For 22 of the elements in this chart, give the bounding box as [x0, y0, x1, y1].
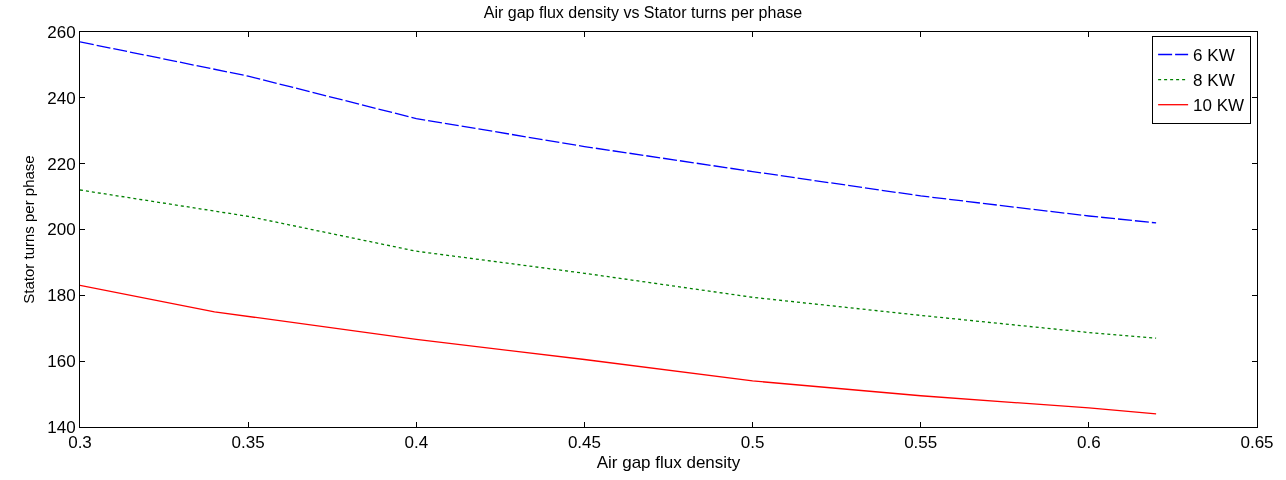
y-tick-label: 180: [47, 286, 76, 306]
x-tick-label: 0.35: [231, 433, 265, 453]
y-tick-label: 200: [47, 220, 76, 240]
x-tick-label: 0.5: [740, 433, 765, 453]
chart-title: Air gap flux density vs Stator turns per phase: [483, 4, 803, 22]
line-series: [80, 284, 1157, 415]
x-axis-title: Air gap flux density: [596, 452, 741, 472]
x-tick-label: 0.65: [1240, 433, 1274, 453]
x-tick-label: 0.6: [1077, 433, 1101, 453]
x-tick-label: 0.4: [404, 433, 429, 453]
y-tick-label: 260: [47, 22, 76, 42]
y-tick-label: 160: [47, 352, 76, 372]
legend-label: 8 KW: [1193, 71, 1235, 91]
line-series: [80, 41, 1157, 224]
y-tick-label: 220: [47, 154, 76, 174]
x-tick-label: 0.55: [904, 433, 938, 453]
y-tick-label: 240: [47, 88, 76, 108]
y-axis-title: Stator turns per phase: [20, 155, 38, 304]
legend-label: 6 KW: [1193, 46, 1235, 66]
line-series: [80, 189, 1157, 339]
legend-label: 10 KW: [1193, 96, 1245, 116]
x-tick-label: 0.45: [567, 433, 601, 453]
